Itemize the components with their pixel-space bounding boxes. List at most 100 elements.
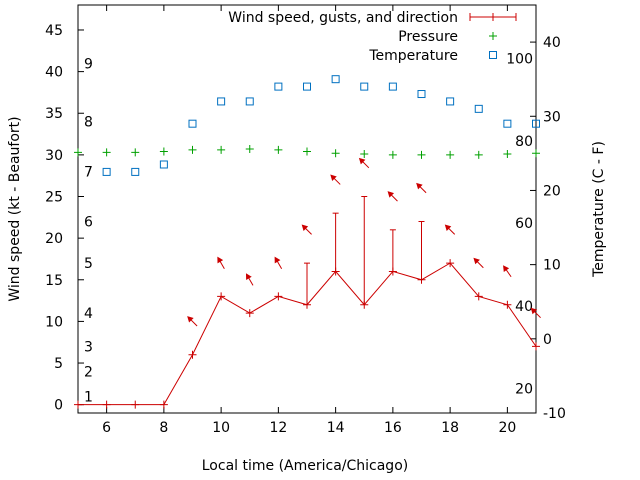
wind-speed-point bbox=[217, 292, 226, 301]
pressure-point bbox=[417, 150, 426, 159]
pressure-point bbox=[74, 148, 82, 157]
pressure-point bbox=[360, 150, 369, 159]
wind-speed-point bbox=[159, 400, 168, 409]
wind-speed-point bbox=[503, 300, 512, 309]
wind-speed-point bbox=[417, 275, 426, 284]
wind-speed-point bbox=[532, 342, 540, 351]
temperature-point bbox=[417, 90, 426, 99]
wind-direction-arrow bbox=[503, 265, 512, 278]
x-tick-label: 16 bbox=[384, 420, 402, 436]
pressure-point bbox=[331, 149, 340, 158]
pressure-point bbox=[503, 150, 512, 159]
wind-speed-point bbox=[331, 267, 340, 276]
x-tick-label: 20 bbox=[498, 420, 516, 436]
y2-tick-label: 20 bbox=[543, 183, 561, 199]
pressure-point bbox=[446, 150, 455, 159]
y-tick-label: 35 bbox=[45, 106, 63, 122]
fahrenheit-scale: 20 40 60 80 100 bbox=[506, 51, 533, 397]
wind-direction-arrow bbox=[187, 316, 198, 327]
temperature-point bbox=[274, 82, 283, 91]
pressure-point bbox=[245, 145, 254, 154]
y2-tick-label: 30 bbox=[543, 109, 561, 125]
beaufort-label: 6 bbox=[84, 214, 93, 230]
pressure-point bbox=[388, 150, 397, 159]
y-axis-left: 0 5 10 15 20 25 30 35 40 45 bbox=[45, 23, 84, 414]
wind-direction-arrow bbox=[387, 191, 398, 202]
temperature-point bbox=[245, 97, 254, 106]
y-tick-label: 25 bbox=[45, 190, 63, 206]
wind-speed-point bbox=[303, 300, 311, 309]
y-tick-label: 45 bbox=[45, 23, 63, 39]
fahrenheit-label: 100 bbox=[506, 51, 533, 67]
x-tick-label: 10 bbox=[212, 420, 230, 436]
legend-wind-marker bbox=[469, 13, 517, 21]
pressure-point bbox=[102, 148, 111, 157]
legend-label: Temperature bbox=[368, 48, 458, 64]
temperature-point bbox=[360, 82, 369, 91]
wind-speed-point bbox=[446, 259, 455, 268]
y2-axis-label: Temperature (C - F) bbox=[591, 141, 607, 278]
plot-frame bbox=[77, 4, 537, 414]
beaufort-label: 9 bbox=[84, 56, 93, 72]
y-axis-label: Wind speed (kt - Beaufort) bbox=[7, 116, 23, 301]
temperature-point bbox=[188, 119, 197, 128]
y2-tick-label: -10 bbox=[543, 406, 566, 422]
pressure-point bbox=[188, 145, 197, 154]
temperature-point bbox=[303, 82, 311, 91]
wind-speed-point bbox=[102, 400, 111, 409]
wind-series bbox=[74, 259, 540, 409]
legend-temperature-swatch bbox=[489, 51, 497, 59]
x-axis-label: Local time (America/Chicago) bbox=[202, 458, 408, 474]
wind-direction-arrow bbox=[274, 256, 283, 270]
temperature-point bbox=[532, 119, 540, 128]
fahrenheit-label: 60 bbox=[515, 216, 533, 232]
beaufort-label: 4 bbox=[84, 306, 93, 322]
x-axis: 6 8 10 12 14 16 18 20 bbox=[102, 5, 516, 436]
wind-speed-point bbox=[74, 400, 82, 409]
temperature-point bbox=[446, 97, 455, 106]
wind-direction-arrow bbox=[358, 157, 370, 169]
beaufort-label: 2 bbox=[84, 364, 93, 380]
legend-pressure-swatch bbox=[489, 32, 497, 40]
pressure-point bbox=[217, 145, 226, 154]
fahrenheit-label: 20 bbox=[515, 382, 533, 398]
pressure-point bbox=[532, 149, 540, 158]
wind-speed-point bbox=[474, 292, 483, 301]
y-axis-right: -10 0 10 20 30 40 bbox=[530, 35, 566, 422]
y2-tick-label: 40 bbox=[543, 35, 561, 51]
y-tick-label: 30 bbox=[45, 148, 63, 164]
y-tick-label: 15 bbox=[45, 273, 63, 289]
beaufort-label: 7 bbox=[84, 165, 93, 181]
wind-direction-arrow bbox=[245, 273, 254, 286]
y-tick-label: 10 bbox=[45, 314, 63, 330]
beaufort-scale: 1 2 3 4 5 6 7 8 9 bbox=[84, 56, 93, 405]
fahrenheit-label: 40 bbox=[515, 299, 533, 315]
beaufort-label: 1 bbox=[84, 389, 93, 405]
temperature-point bbox=[159, 160, 168, 169]
beaufort-label: 5 bbox=[84, 256, 93, 272]
temperature-point bbox=[217, 97, 226, 106]
y2-tick-label: 0 bbox=[543, 332, 552, 348]
legend-label: Pressure bbox=[398, 29, 458, 45]
y-tick-label: 40 bbox=[45, 65, 63, 81]
pressure-point bbox=[274, 145, 283, 154]
wind-speed-point bbox=[245, 309, 254, 318]
wind-speed-point bbox=[274, 292, 283, 301]
x-tick-label: 14 bbox=[327, 420, 345, 436]
wind-speed-point bbox=[131, 400, 140, 409]
temperature-point bbox=[331, 75, 340, 84]
y2-tick-label: 10 bbox=[543, 258, 561, 274]
wind-speed-point bbox=[388, 267, 397, 276]
wind-direction-arrow bbox=[330, 174, 341, 185]
wind-direction-arrow bbox=[444, 224, 456, 235]
temperature-point bbox=[131, 167, 140, 176]
wind-direction-arrow bbox=[473, 257, 484, 269]
pressure-point bbox=[303, 147, 311, 156]
wind-speed-point bbox=[360, 300, 369, 309]
legend-label: Wind speed, gusts, and direction bbox=[228, 10, 458, 26]
wind-direction-arrow bbox=[217, 256, 225, 270]
pressure-point bbox=[131, 148, 140, 157]
temperature-point bbox=[102, 167, 111, 176]
